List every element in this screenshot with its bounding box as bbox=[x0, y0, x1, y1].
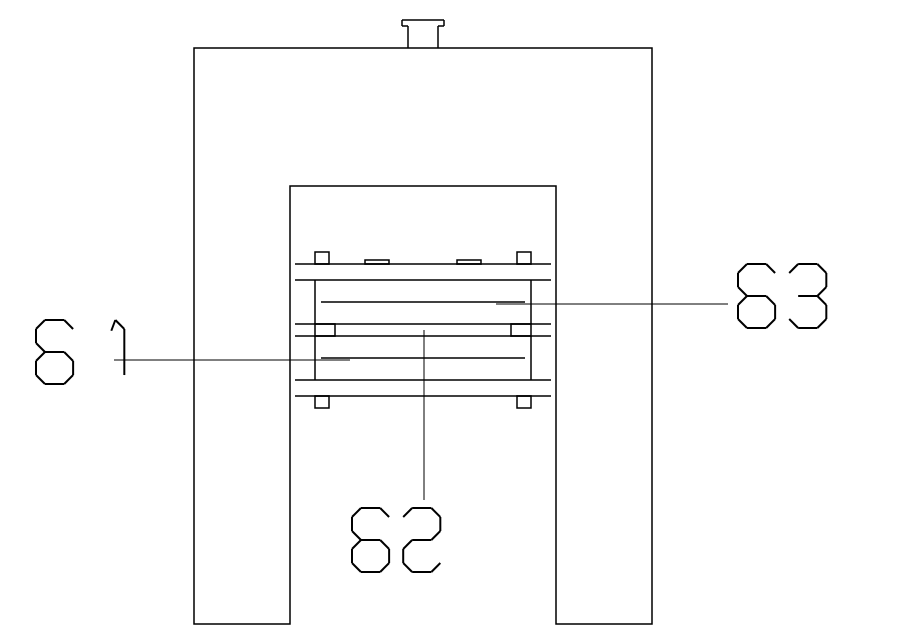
svg-rect-21 bbox=[365, 260, 389, 264]
svg-rect-18 bbox=[517, 252, 531, 264]
svg-rect-22 bbox=[457, 260, 481, 264]
svg-rect-17 bbox=[315, 252, 329, 264]
svg-rect-19 bbox=[315, 396, 329, 408]
svg-rect-20 bbox=[517, 396, 531, 408]
svg-rect-23 bbox=[315, 324, 335, 336]
svg-rect-24 bbox=[511, 324, 531, 336]
